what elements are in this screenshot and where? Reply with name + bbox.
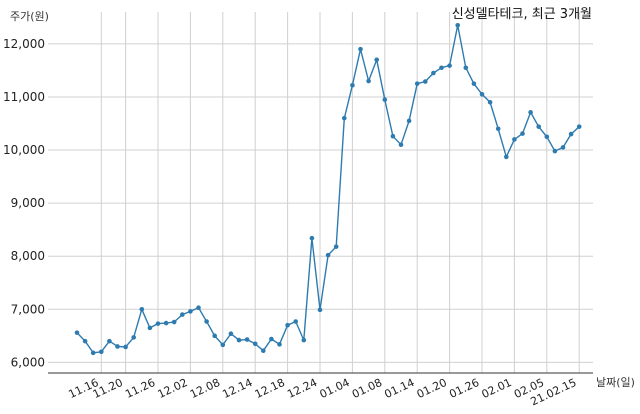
data-point [431, 70, 436, 76]
y-tick-label: 7,000 [11, 302, 45, 316]
data-point [107, 338, 112, 344]
data-point [252, 341, 258, 347]
data-point [82, 338, 88, 344]
data-point [406, 118, 412, 124]
x-tick-label: 01.14 [382, 376, 416, 401]
price-series [74, 22, 582, 356]
x-tick-label: 02.01 [480, 376, 514, 401]
data-point [155, 321, 161, 326]
data-point [414, 81, 420, 86]
data-point [309, 235, 315, 241]
data-point [366, 78, 371, 84]
data-point [358, 46, 363, 52]
data-point [277, 342, 282, 347]
data-point [423, 79, 428, 84]
data-point [471, 81, 477, 86]
data-point [236, 337, 242, 343]
data-point [171, 319, 177, 325]
chart-title: 신성델타테크, 최근 3개월 [452, 7, 592, 22]
x-tick-label: 12.08 [188, 376, 222, 401]
data-point [576, 124, 582, 129]
data-point [131, 335, 136, 340]
data-point [560, 145, 566, 150]
data-point [512, 137, 517, 142]
x-tick-label: 01.04 [318, 376, 352, 401]
data-point [204, 319, 209, 324]
data-point [520, 131, 525, 136]
data-point [220, 342, 226, 348]
data-point [139, 306, 145, 312]
data-point [463, 65, 469, 71]
data-point [536, 124, 541, 129]
data-point [455, 22, 461, 28]
y-tick-label: 12,000 [3, 37, 45, 51]
data-point [504, 154, 509, 160]
data-point [163, 320, 169, 326]
x-tick-label: 01.26 [447, 376, 481, 401]
data-point [115, 344, 120, 349]
data-point [90, 350, 96, 356]
data-point [495, 126, 501, 132]
y-tick-label: 6,000 [11, 355, 45, 369]
data-point [293, 319, 299, 324]
data-point [212, 333, 217, 339]
data-point [390, 133, 396, 139]
y-tick-label: 11,000 [3, 90, 45, 104]
data-point [228, 331, 234, 337]
x-axis-label: 날짜(일) [596, 375, 635, 389]
data-point [269, 336, 274, 342]
x-tick-label: 12.02 [156, 376, 190, 401]
x-tick-label: 12.14 [220, 376, 254, 401]
data-point [285, 322, 290, 328]
x-tick-label: 12.24 [285, 376, 319, 401]
y-tick-label: 9,000 [11, 196, 45, 210]
x-tick-label: 11.26 [123, 376, 157, 401]
data-point [374, 57, 380, 63]
data-point [244, 337, 250, 342]
data-point [188, 309, 193, 314]
data-point [325, 252, 331, 258]
data-point [261, 348, 266, 354]
data-point [552, 148, 558, 154]
data-point [196, 305, 201, 311]
y-tick-label: 8,000 [11, 249, 45, 263]
data-point [342, 115, 347, 121]
x-tick-label: 01.08 [350, 376, 384, 401]
data-point [180, 312, 185, 317]
data-point [123, 344, 128, 350]
x-tick-labels: 11.1611.2011.2612.0212.0812.1412.1812.24… [67, 376, 579, 408]
data-point [317, 307, 323, 313]
data-point [147, 325, 153, 331]
data-point [398, 142, 404, 148]
data-point [487, 99, 493, 105]
data-point [333, 244, 339, 249]
x-tick-label: 01.20 [415, 376, 449, 401]
data-point [479, 91, 485, 97]
data-point [447, 63, 452, 68]
price-line [76, 25, 580, 354]
y-tick-label: 10,000 [3, 143, 45, 157]
data-point [528, 110, 533, 115]
data-point [74, 330, 80, 335]
data-point [568, 131, 574, 137]
data-point [382, 97, 388, 102]
x-tick-label: 12.18 [253, 376, 287, 401]
grid-lines [48, 12, 593, 373]
y-tick-labels: 6,000 7,000 8,000 9,000 10,000 11,000 12,000 [3, 37, 45, 370]
data-point [301, 337, 307, 343]
data-point [99, 349, 104, 355]
data-point [350, 82, 355, 88]
y-axis-label: 주가(원) [10, 10, 49, 23]
data-point [439, 65, 444, 71]
data-point [544, 134, 550, 140]
